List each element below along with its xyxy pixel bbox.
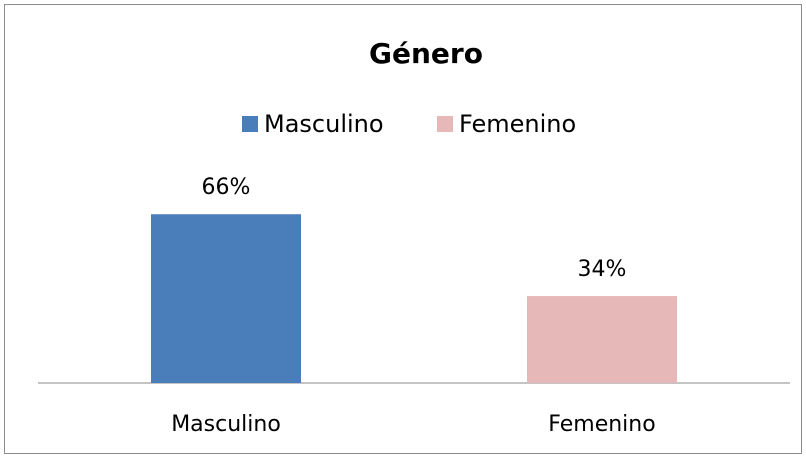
data-label: 66% (202, 175, 251, 200)
legend-swatch (242, 116, 258, 132)
x-tick-label: Femenino (548, 412, 655, 437)
chart-title: Género (369, 37, 483, 70)
bar (527, 296, 677, 383)
x-tick-label: Masculino (171, 412, 281, 437)
chart-frame (4, 4, 802, 454)
legend-label: Masculino (264, 110, 384, 138)
legend-label: Femenino (459, 110, 576, 138)
legend-swatch (437, 116, 453, 132)
data-label: 34% (578, 257, 627, 282)
bar (151, 214, 301, 383)
